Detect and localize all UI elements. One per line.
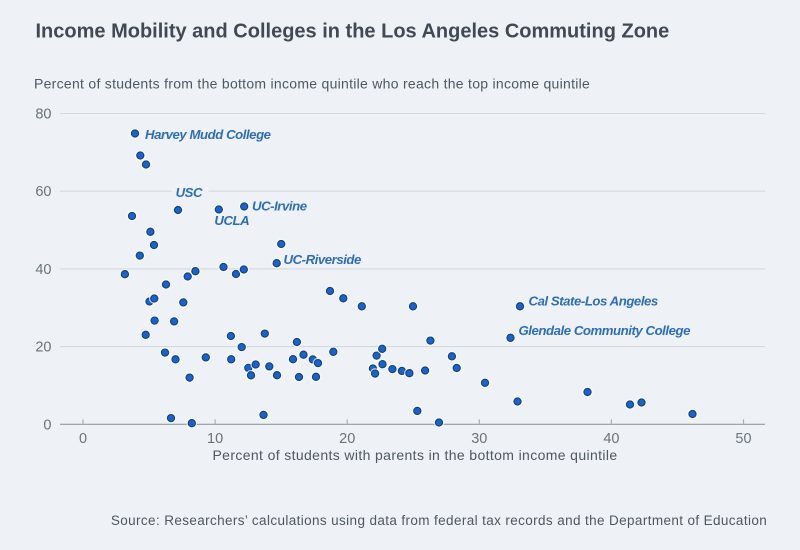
svg-text:Source: Researchers’ calculati: Source: Researchers’ calculations using … [111, 513, 767, 528]
svg-text:80: 80 [35, 107, 51, 123]
svg-text:UCLA: UCLA [214, 213, 249, 228]
svg-text:Harvey Mudd College: Harvey Mudd College [145, 127, 271, 142]
svg-text:50: 50 [735, 431, 751, 447]
svg-text:30: 30 [471, 431, 487, 447]
svg-text:40: 40 [35, 262, 51, 278]
svg-text:0: 0 [43, 417, 51, 433]
svg-text:UC-Irvine: UC-Irvine [252, 198, 307, 213]
svg-text:USC: USC [176, 185, 203, 200]
svg-text:10: 10 [207, 431, 223, 447]
svg-text:UC-Riverside: UC-Riverside [284, 252, 362, 267]
svg-text:Glendale Community College: Glendale Community College [519, 323, 691, 338]
svg-text:Cal State-Los Angeles: Cal State-Los Angeles [529, 293, 658, 308]
svg-text:Percent of students from the b: Percent of students from the bottom inco… [34, 75, 590, 91]
svg-text:Percent of students with paren: Percent of students with parents in the … [212, 447, 617, 463]
svg-text:0: 0 [79, 431, 87, 447]
svg-text:20: 20 [35, 340, 51, 356]
svg-text:40: 40 [603, 431, 619, 447]
svg-text:Income Mobility and Colleges i: Income Mobility and Colleges in the Los … [36, 21, 670, 43]
svg-text:20: 20 [339, 431, 355, 447]
svg-text:60: 60 [35, 184, 51, 200]
